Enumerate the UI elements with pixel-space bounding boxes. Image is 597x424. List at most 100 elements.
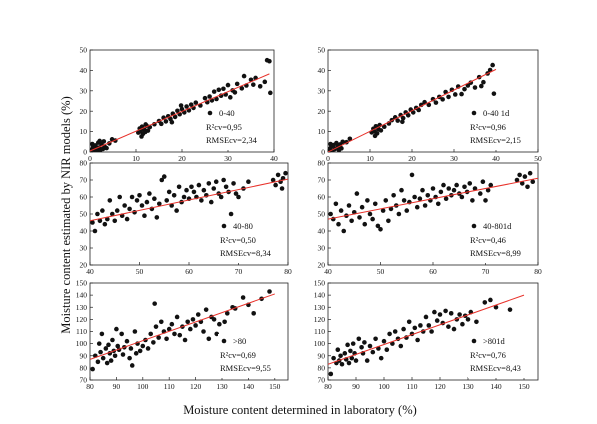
legend-marker — [207, 110, 213, 116]
data-point — [189, 184, 194, 190]
data-point — [417, 196, 423, 201]
x-tick-label: 40 — [270, 154, 278, 163]
data-point — [159, 177, 165, 183]
data-point — [195, 312, 201, 317]
data-point — [159, 121, 164, 127]
legend-series-label: >80 — [233, 336, 246, 346]
y-tick-label: 50 — [318, 210, 326, 219]
y-tick-label: 70 — [318, 376, 326, 385]
data-point — [106, 342, 111, 348]
x-tick-label: 120 — [434, 382, 446, 391]
data-point — [399, 187, 404, 193]
data-point — [134, 198, 140, 203]
data-point — [201, 329, 206, 334]
data-point — [228, 211, 234, 217]
data-point — [490, 62, 495, 68]
data-point — [283, 170, 288, 176]
data-point — [97, 138, 102, 144]
data-point — [178, 103, 184, 108]
y-tick-label: 140 — [76, 291, 88, 300]
data-point — [383, 198, 389, 203]
data-point — [164, 198, 170, 203]
chart-panel-bottom-right: 80 90 100 110 120 130 140 150708090100110120130… — [314, 279, 539, 391]
legend: 0-40 R²cv=0,95 RMSEcv=2,34 — [204, 106, 272, 150]
data-point — [171, 193, 177, 198]
data-point — [435, 201, 441, 207]
data-point — [236, 194, 241, 200]
data-point — [109, 211, 115, 217]
data-point — [203, 307, 209, 312]
y-tick-label: 130 — [76, 303, 88, 312]
data-point — [214, 96, 219, 102]
data-point — [517, 172, 522, 178]
data-point — [426, 102, 432, 108]
data-point — [362, 221, 368, 227]
data-point — [465, 317, 471, 322]
data-point — [519, 181, 525, 186]
chart-panel-middle-left: 40 50 60 70 80 20 30 40 50 60 70 80 40-80 R²cv=0,50 RM… — [80, 159, 293, 276]
data-point — [346, 203, 352, 208]
data-point — [349, 355, 355, 361]
y-tick-label: 80 — [318, 363, 326, 372]
data-point — [124, 338, 130, 344]
data-point — [154, 215, 160, 220]
data-point — [482, 300, 488, 305]
data-point — [470, 198, 475, 203]
data-point — [465, 83, 471, 88]
data-point — [169, 119, 175, 125]
data-point — [485, 187, 491, 193]
data-point — [108, 358, 114, 363]
data-point — [446, 94, 451, 100]
data-point — [341, 228, 347, 234]
y-tick-label: 90 — [80, 351, 88, 360]
data-point — [172, 331, 177, 337]
data-point — [414, 204, 420, 210]
x-tick-label: 80 — [86, 382, 94, 391]
data-point — [429, 329, 434, 334]
data-point — [193, 100, 199, 105]
data-point — [386, 218, 391, 224]
data-point — [396, 211, 402, 217]
data-point — [370, 349, 376, 355]
chart-panel-bottom-left: 80 90 100 110 120 130 140 150708090100110120130… — [76, 279, 289, 391]
y-tick-label: 10 — [318, 127, 326, 136]
y-tick-label: 110 — [76, 327, 87, 336]
data-point — [214, 331, 220, 337]
data-point — [232, 90, 238, 95]
data-point — [432, 309, 437, 315]
data-point — [163, 119, 169, 124]
x-tick-label: 40 — [324, 267, 332, 276]
data-point — [241, 73, 247, 79]
data-point — [262, 79, 268, 85]
y-tick-label: 50 — [318, 46, 326, 55]
x-tick-label: 60 — [429, 267, 437, 276]
y-tick-label: 80 — [80, 159, 88, 168]
data-point — [340, 139, 346, 145]
x-tick-label: 80 — [534, 267, 542, 276]
y-tick-label: 50 — [80, 46, 88, 55]
data-point — [391, 193, 396, 198]
data-point — [388, 206, 394, 212]
data-point — [398, 343, 404, 349]
x-tick-label: 140 — [490, 382, 502, 391]
x-tick-label: 0 — [88, 154, 92, 163]
data-point — [100, 355, 106, 361]
data-point — [153, 324, 159, 329]
data-point — [133, 351, 139, 356]
x-tick-label: 20 — [408, 154, 416, 163]
data-point — [334, 140, 339, 146]
data-point — [372, 201, 378, 207]
x-tick-label: 130 — [462, 382, 474, 391]
data-point — [100, 208, 105, 213]
data-point — [122, 203, 127, 208]
y-tick-label: 40 — [80, 66, 88, 75]
data-point — [350, 341, 356, 346]
data-point — [139, 134, 144, 139]
data-point — [184, 104, 189, 109]
data-point — [404, 208, 410, 213]
data-point — [166, 326, 172, 332]
y-tick-label: 90 — [318, 351, 326, 360]
fit-line — [328, 68, 497, 152]
x-tick-label: 110 — [164, 382, 175, 391]
